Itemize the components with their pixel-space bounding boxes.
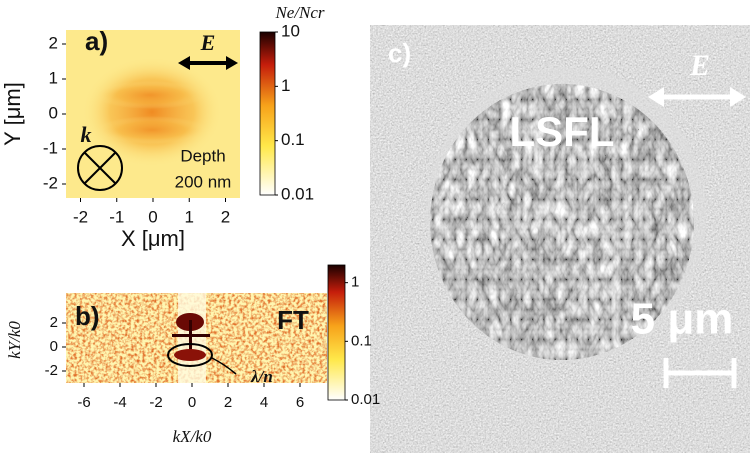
y-tick-label: 1	[49, 68, 58, 87]
depth-title: Depth	[180, 146, 225, 165]
period-label: λ/n	[250, 367, 273, 386]
colorbar	[259, 31, 276, 196]
x-axis-label: X [μm]	[121, 226, 185, 251]
colorbar	[327, 264, 346, 401]
panel-label: b)	[75, 301, 100, 331]
y-tick-label: -2	[45, 362, 58, 379]
panel-label: c)	[388, 38, 411, 68]
y-axis-label: Y [μm]	[0, 82, 25, 146]
y-tick-label: -1	[43, 138, 58, 157]
x-tick-label: 2	[221, 207, 230, 226]
x-tick-label: 0	[148, 207, 157, 226]
structure-label: LSFL	[510, 108, 615, 155]
colorbar-tick-label: 10	[281, 21, 300, 40]
x-tick-label: 6	[296, 394, 304, 411]
transform-label: FT	[277, 305, 309, 335]
field-label: E	[689, 49, 710, 82]
colorbar-tick-label: 1	[351, 274, 359, 291]
heatmap-b	[66, 293, 327, 383]
colorbar-tick-label: 0.1	[351, 332, 372, 349]
x-tick-label: 0	[188, 394, 196, 411]
colorbar-tick-label: 0.01	[281, 184, 314, 203]
colorbar-tick-label: 1	[281, 76, 290, 95]
field-label: E	[200, 30, 216, 55]
x-tick-label: -6	[77, 394, 90, 411]
x-tick-label: 4	[260, 394, 268, 411]
x-tick-label: -2	[149, 394, 162, 411]
y-tick-label: 0	[50, 338, 58, 355]
y-tick-label: 2	[50, 314, 58, 331]
y-tick-label: 0	[49, 103, 58, 122]
x-axis-label: kX/k0	[173, 427, 212, 446]
x-tick-label: 1	[185, 207, 194, 226]
colorbar-label: Ne/Ncr	[274, 3, 324, 22]
x-tick-label: -2	[73, 207, 88, 226]
wavevector-label: k	[81, 122, 92, 147]
panel-label: a)	[85, 26, 108, 56]
y-axis-label: kY/k0	[5, 321, 24, 359]
x-tick-label: -1	[109, 207, 124, 226]
y-tick-label: 2	[49, 33, 58, 52]
scale-bar-label: 5 μm	[631, 295, 734, 344]
x-tick-label: 2	[224, 394, 232, 411]
y-tick-label: -2	[43, 173, 58, 192]
x-tick-label: -4	[113, 394, 126, 411]
depth-value: 200 nm	[175, 172, 232, 191]
sem-image	[370, 25, 750, 453]
colorbar-tick-label: 0.01	[351, 391, 380, 408]
colorbar-tick-label: 0.1	[281, 130, 305, 149]
heatmap-a	[66, 30, 240, 198]
